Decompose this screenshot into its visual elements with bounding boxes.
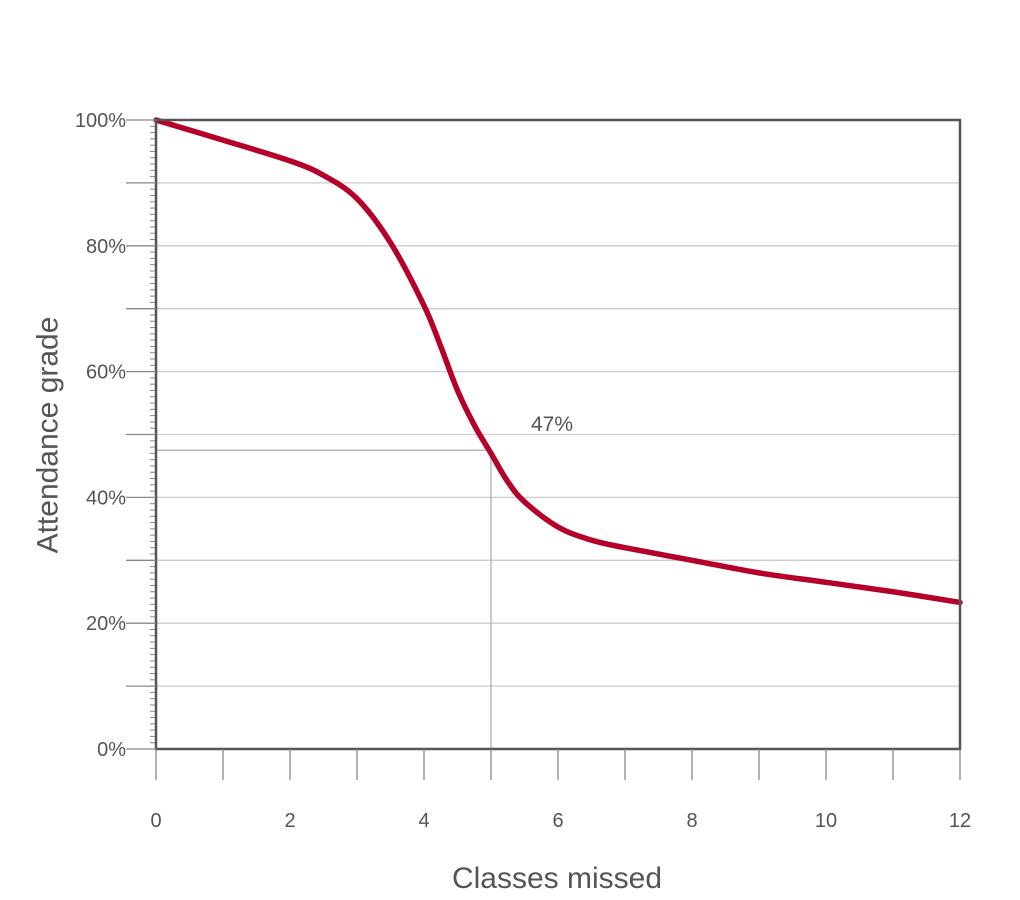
x-tick-label: 8	[686, 810, 697, 832]
x-tick-label: 4	[418, 810, 429, 832]
y-tick-label: 0%	[97, 739, 126, 761]
y-tick-label: 100%	[75, 110, 126, 132]
annotation-label: 47%	[531, 413, 573, 436]
y-tick-label: 40%	[86, 487, 126, 509]
y-tick-label: 20%	[86, 613, 126, 635]
x-tick-label: 10	[815, 810, 837, 832]
x-tick-labels: 0 2 4 6 8 10 12	[150, 810, 971, 832]
x-tick-label: 12	[949, 810, 971, 832]
series-line	[153, 117, 963, 606]
y-ticks	[126, 119, 156, 750]
annotation-guides	[156, 449, 492, 749]
x-tick-label: 0	[150, 810, 161, 832]
x-tick-label: 6	[552, 810, 563, 832]
x-axis-title: Classes missed	[452, 862, 662, 895]
y-tick-label: 80%	[86, 236, 126, 258]
y-tick-labels: 0% 20% 40% 60% 80% 100%	[75, 110, 126, 761]
series-group	[153, 117, 963, 606]
x-tick-label: 2	[284, 810, 295, 832]
y-axis-title: Attendance grade	[32, 317, 65, 554]
y-tick-label: 60%	[86, 362, 126, 384]
x-ticks	[155, 749, 961, 780]
grid	[156, 182, 960, 687]
